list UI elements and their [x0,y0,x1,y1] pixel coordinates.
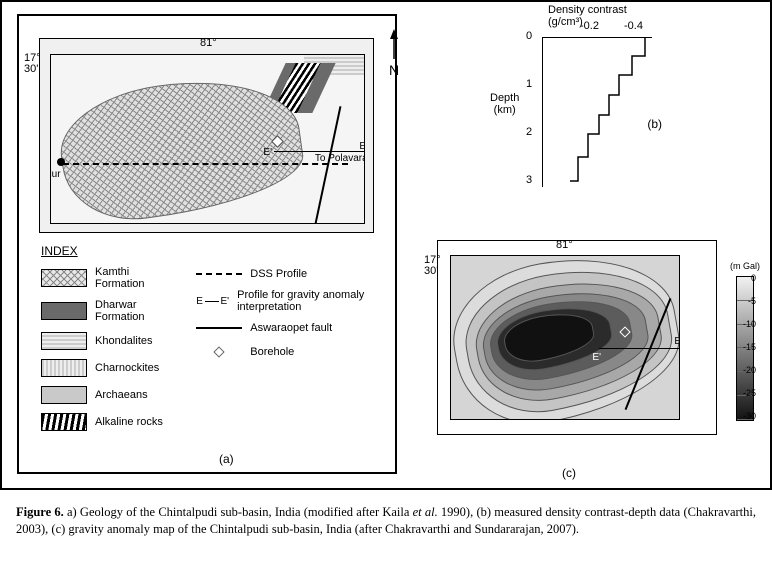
cb-tick-20: -20 [743,365,756,375]
figure-caption: Figure 6. a) Geology of the Chintalpudi … [0,498,772,538]
swatch-khondalites-icon [41,332,87,350]
symbol-fault-icon [196,327,242,329]
legend-archaeans: Archaeans [41,386,178,404]
geology-map-frame: 81° 17° 30' N Kallur To Polavaram [39,38,374,233]
symbol-dss-icon [196,273,242,275]
swatch-dharwar-icon [41,302,87,320]
colorbar-unit: (m Gal) [730,261,760,271]
legend-kamthi-label: Kamthi Formation [95,266,178,290]
cb-tick-5: -5 [748,296,756,306]
symbol-borehole-icon [196,343,242,361]
cb-tick-0: 0 [751,273,756,283]
e-label-c: E [674,336,680,347]
kallur-label: Kallur [50,169,61,180]
swatch-alkaline-icon [41,413,87,431]
legend-fault: Aswaraopet fault [196,322,376,334]
cb-tick-30: -30 [743,411,756,421]
ee-left-letter: E [196,296,203,307]
figure-outer-frame: 81° 17° 30' N Kallur To Polavaram [0,0,772,490]
kamthi-unit [53,67,309,224]
lat-label-a: 17° 30' [24,53,41,75]
legend-dharwar-label: Dharwar Formation [95,299,178,323]
density-step-line [542,37,652,187]
depth-label-unit: (km) [494,104,516,116]
gravity-anomaly-map: E' E [450,255,680,420]
ee-line-c [599,348,679,349]
lon-label-c: 81° [556,239,573,251]
ee-right-letter: E' [221,296,230,307]
north-arrow-icon: N [385,29,403,77]
e-label-a: E [359,141,365,152]
legend-fault-label: Aswaraopet fault [250,322,332,334]
panel-b: Density contrast (g/cm³) Depth (km) 0 1 … [462,12,652,187]
caption-fignum: Figure 6. [16,505,64,519]
caption-part-a2: 1990), [438,505,477,519]
swatch-archaeans-icon [41,386,87,404]
depth-label-word: Depth [490,92,519,104]
panel-b-label: (b) [647,117,662,131]
aswaraopet-fault-line [315,106,342,224]
cb-tick-25: -25 [743,388,756,398]
swatch-kamthi-icon [41,269,87,287]
legend-khondalites: Khondalites [41,332,178,350]
e-prime-label-a: E' [263,147,272,158]
legend-ee-profile: E E' Profile for gravity anomaly interpr… [196,289,376,313]
xtick-1: -0.4 [624,20,643,32]
legend-alkaline: Alkaline rocks [41,413,178,431]
legend-dss: DSS Profile [196,268,376,280]
dss-profile-line [63,163,348,165]
legend-left-column: Kamthi Formation Dharwar Formation Khond… [41,266,178,431]
cb-tick-10: -10 [743,319,756,329]
geology-map: Kallur To Polavaram E' E [50,54,365,224]
swatch-charnockites-icon [41,359,87,377]
legend-alkaline-label: Alkaline rocks [95,416,163,428]
panel-c-label: (c) [562,466,576,480]
ytick-1: 1 [526,78,532,90]
lat-label-c: 17° 30' [424,255,441,277]
legend-borehole: Borehole [196,343,376,361]
cb-tick-15: -15 [743,342,756,352]
legend-kamthi: Kamthi Formation [41,266,178,290]
legend-title: INDEX [41,244,376,258]
ytick-2: 2 [526,126,532,138]
legend-khondalites-label: Khondalites [95,335,153,347]
panel-a-label: (a) [219,452,234,466]
symbol-ee-icon: E E' [196,292,229,310]
legend-archaeans-label: Archaeans [95,389,148,401]
ytick-3: 3 [526,174,532,186]
legend-charnockites: Charnockites [41,359,178,377]
legend-charnockites-label: Charnockites [95,362,159,374]
panel-c: 81° 17° 30' E' E (m Gal) 0 -5 -10 -15 -2… [437,240,717,435]
xtick-0: -0.2 [580,20,599,32]
caption-etal: et al. [413,505,438,519]
ee-profile-segment [274,151,364,152]
legend-right-column: DSS Profile E E' Profile for gravity ano… [196,268,376,431]
e-prime-label-c: E' [592,352,601,363]
caption-part-a1: a) Geology of the Chintalpudi sub-basin,… [64,505,413,519]
polavaram-label: To Polavaram [315,153,365,164]
legend-ee-label: Profile for gravity anomaly interpretati… [237,289,376,313]
depth-axis-label: Depth (km) [490,92,519,116]
legend-dss-label: DSS Profile [250,268,307,280]
legend: INDEX Kamthi Formation Dharwar Formation… [41,244,376,431]
ytick-0: 0 [526,30,532,42]
lon-label-a: 81° [200,37,217,49]
legend-dharwar: Dharwar Formation [41,299,178,323]
legend-borehole-label: Borehole [250,346,294,358]
compass-label: N [385,63,403,77]
kallur-marker-icon [57,158,65,166]
panel-a: 81° 17° 30' N Kallur To Polavaram [17,14,397,474]
